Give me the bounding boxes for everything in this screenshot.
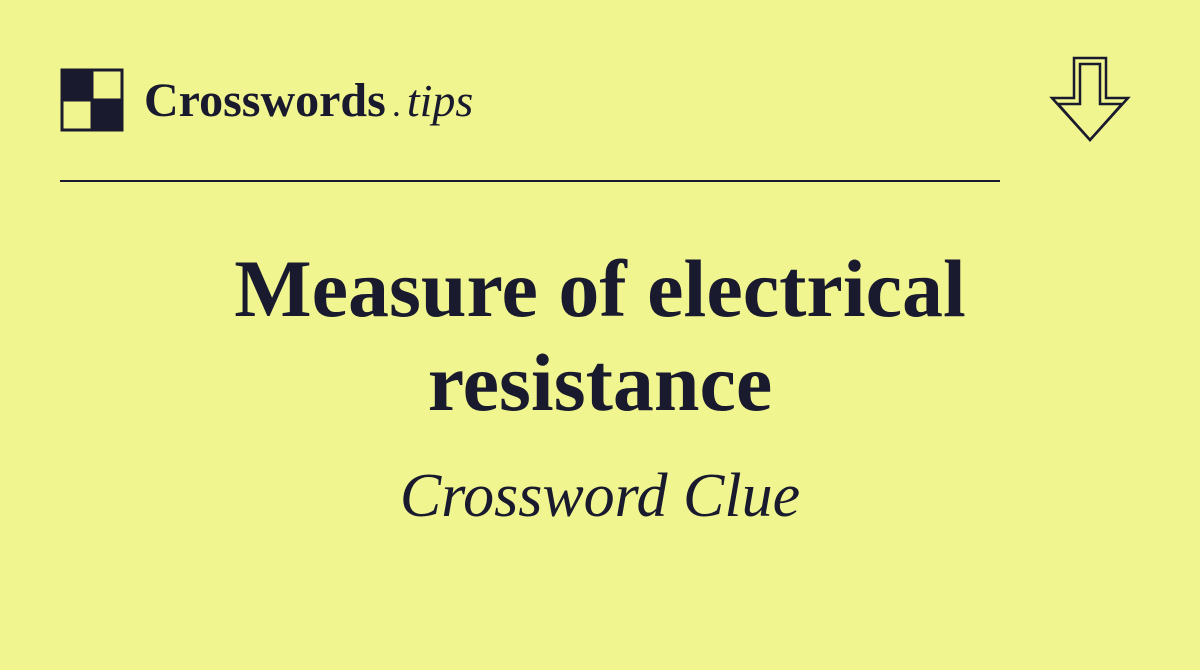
logo-main-text: Crosswords bbox=[144, 73, 386, 128]
clue-title: Measure of electrical resistance bbox=[80, 242, 1120, 431]
clue-subtitle: Crossword Clue bbox=[400, 461, 800, 532]
logo-dot: . bbox=[392, 83, 401, 125]
crossword-logo-icon bbox=[60, 68, 124, 132]
down-arrow-icon bbox=[1030, 40, 1150, 160]
logo-text: Crosswords . tips bbox=[144, 73, 473, 128]
main-content: Measure of electrical resistance Crosswo… bbox=[0, 182, 1200, 532]
logo-section: Crosswords . tips bbox=[60, 68, 473, 132]
header: Crosswords . tips bbox=[0, 0, 1200, 160]
logo-tips-text: tips bbox=[407, 74, 473, 127]
